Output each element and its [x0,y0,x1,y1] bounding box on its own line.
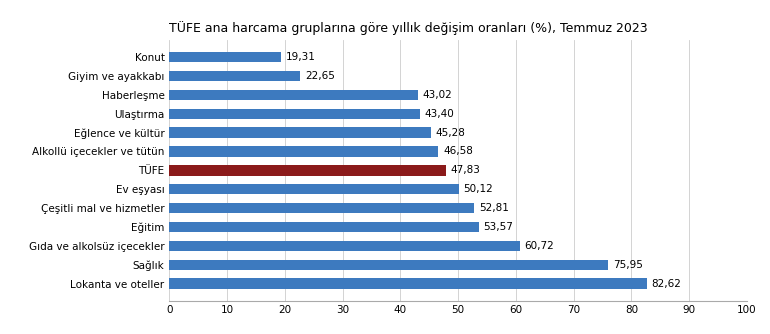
Text: 75,95: 75,95 [613,260,642,270]
Text: 60,72: 60,72 [524,241,554,251]
Text: 45,28: 45,28 [436,128,465,138]
Bar [169,146,438,157]
Bar [169,184,459,194]
Text: 47,83: 47,83 [450,165,480,175]
Bar [169,222,479,232]
Bar [169,109,420,119]
Text: 43,40: 43,40 [425,109,454,119]
Text: 43,02: 43,02 [423,90,452,100]
Bar [169,71,300,81]
Text: 82,62: 82,62 [651,279,681,289]
Bar [169,165,446,176]
Bar [169,90,418,100]
Bar [169,278,647,289]
Bar [169,127,431,138]
Bar [169,260,608,270]
Text: 22,65: 22,65 [305,71,335,81]
Bar [169,52,281,62]
Bar [169,203,474,213]
Bar [169,240,520,251]
Text: 50,12: 50,12 [464,184,494,194]
Text: 52,81: 52,81 [479,203,509,213]
Text: 46,58: 46,58 [443,147,473,156]
Text: TÜFE ana harcama gruplarına göre yıllık değişim oranları (%), Temmuz 2023: TÜFE ana harcama gruplarına göre yıllık … [169,21,648,35]
Text: 53,57: 53,57 [484,222,514,232]
Text: 19,31: 19,31 [286,52,316,62]
